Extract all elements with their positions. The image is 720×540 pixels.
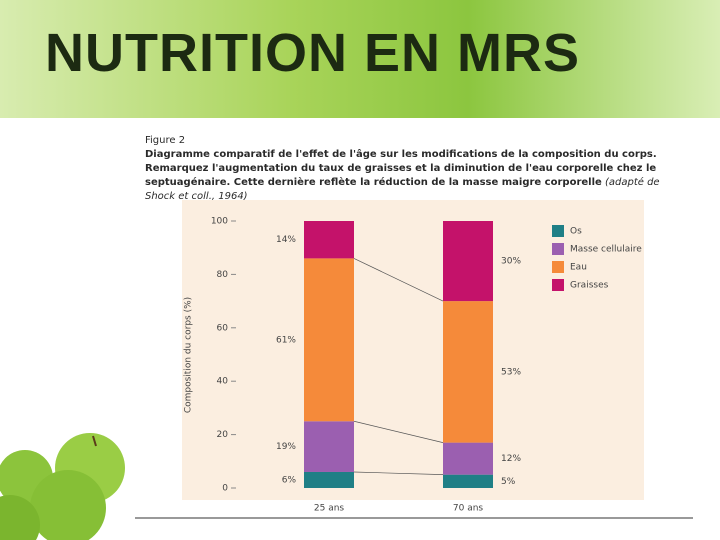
connector xyxy=(353,258,444,302)
y-tick-label: 60 xyxy=(217,323,229,333)
plot-background xyxy=(182,200,644,500)
y-tick-label: 20 xyxy=(217,430,229,440)
y-tick-label: 40 xyxy=(217,377,229,387)
figure-caption: Diagramme comparatif de l'effet de l'âge… xyxy=(145,149,657,188)
bar-segment xyxy=(443,301,493,443)
bar-segment xyxy=(304,421,354,472)
slide-title: NUTRITION EN MRS xyxy=(45,23,580,83)
value-label: 61% xyxy=(276,335,296,345)
legend-label: Os xyxy=(570,227,582,237)
bar-segment xyxy=(443,442,493,475)
value-label: 53% xyxy=(501,367,521,377)
header-band xyxy=(0,0,720,118)
value-label: 14% xyxy=(276,235,296,245)
value-label: 30% xyxy=(501,257,521,267)
bar-segment xyxy=(304,221,354,259)
connector xyxy=(353,471,444,475)
value-label: 12% xyxy=(501,454,521,464)
legend-swatch xyxy=(552,279,564,291)
y-tick-label: 0 xyxy=(222,484,228,494)
y-axis-label: Composition du corps (%) xyxy=(184,297,194,413)
y-tick-label: 80 xyxy=(217,270,229,280)
legend-label: Eau xyxy=(570,263,587,273)
y-tick-label: 100 xyxy=(211,217,228,227)
x-tick-label: 25 ans xyxy=(314,504,345,514)
bar-segment xyxy=(443,221,493,302)
x-tick-label: 70 ans xyxy=(453,504,484,514)
legend-swatch xyxy=(552,225,564,237)
apples xyxy=(0,433,125,540)
figure-caption-block: Figure 2 Diagramme comparatif de l'effet… xyxy=(145,134,685,204)
bar-segment xyxy=(304,471,354,488)
value-label: 6% xyxy=(282,475,297,485)
legend-label: Masse cellulaire xyxy=(570,245,642,255)
legend-label: Graisses xyxy=(570,281,609,291)
figure-source: (adapté de Shock et coll., 1964) xyxy=(145,177,660,202)
connector xyxy=(353,420,444,443)
legend-swatch xyxy=(552,261,564,273)
value-label: 19% xyxy=(276,442,296,452)
value-label: 5% xyxy=(501,477,516,487)
figure-label: Figure 2 xyxy=(145,135,186,146)
legend-swatch xyxy=(552,243,564,255)
bar-segment xyxy=(443,474,493,488)
bar-segment xyxy=(304,258,354,422)
